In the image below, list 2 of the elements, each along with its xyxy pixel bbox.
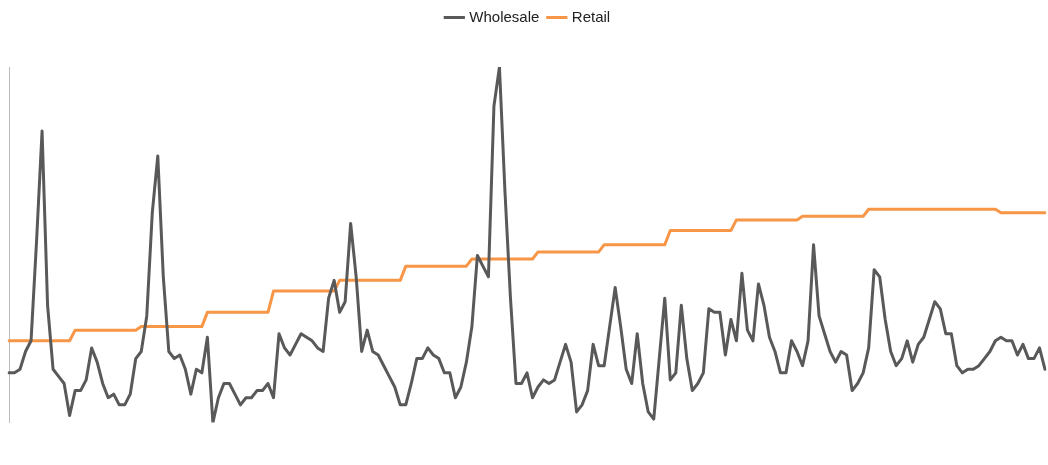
legend-label: Retail [571,7,611,25]
legend-label: Wholesale [469,7,540,25]
